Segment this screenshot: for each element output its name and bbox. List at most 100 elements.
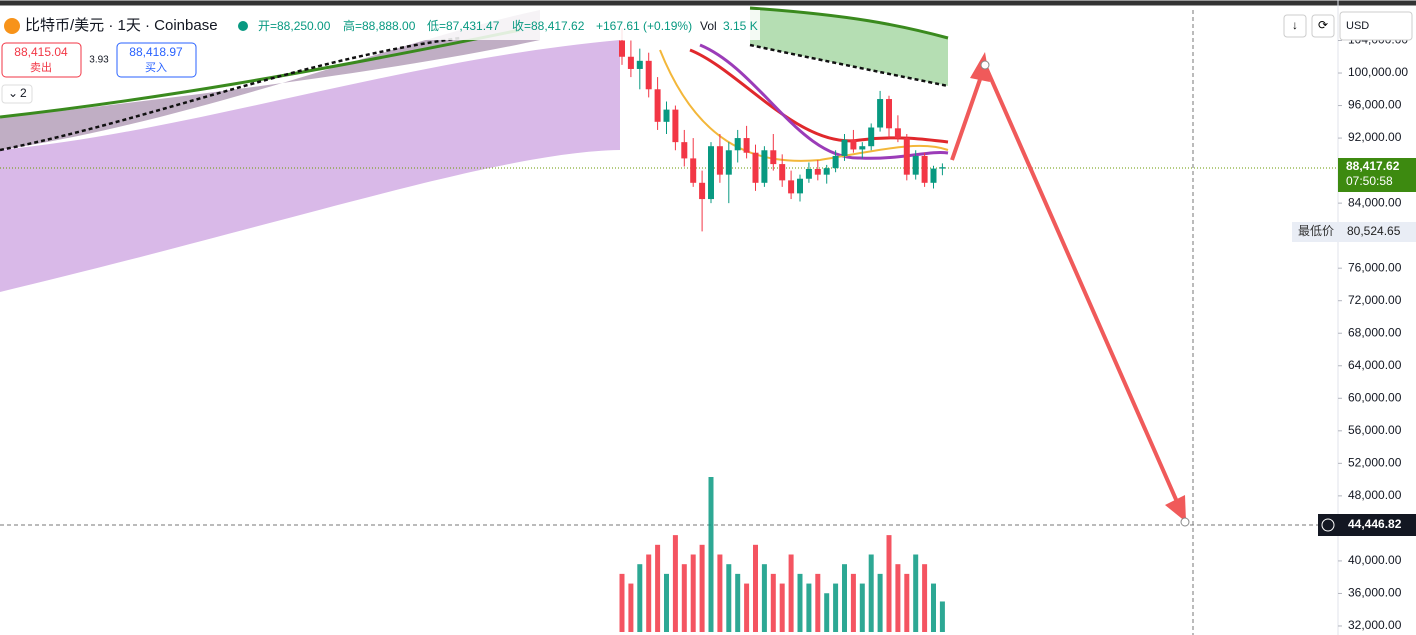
volume-bar (895, 564, 901, 632)
drawing-handle[interactable] (980, 60, 990, 70)
volume-bar (922, 564, 928, 632)
candle-body (734, 138, 741, 151)
volume-bar (761, 564, 767, 632)
volume-bar (850, 573, 856, 632)
volume-bar (753, 544, 758, 632)
indicator-line (0, 36, 461, 152)
volume-bar (815, 573, 821, 632)
volume-bar (628, 583, 634, 632)
download-icon: ↓ (1292, 18, 1298, 32)
volume-bar (655, 544, 661, 632)
candle-body (663, 109, 670, 122)
y-tick-label: 76,000.00 (1348, 260, 1402, 274)
low-value: 80,524.65 (1347, 224, 1401, 238)
y-tick-label: 32,000.00 (1348, 618, 1402, 632)
candle-body (930, 168, 937, 183)
low-label-box (1292, 222, 1338, 242)
sell-price: 88,415.04 (14, 45, 68, 59)
last-price: 88,417.62 (1346, 159, 1400, 173)
volume-bar (619, 573, 625, 632)
volume-bar (931, 583, 936, 632)
candle-body (761, 150, 768, 183)
indicator-line (749, 43, 949, 88)
candle-body (841, 139, 848, 156)
candle-body (805, 168, 812, 179)
volume-bar (824, 593, 830, 632)
volume-bar (726, 564, 732, 632)
y-tick-label: 100,000.00 (1348, 65, 1408, 79)
candle-body (886, 99, 892, 129)
volume-bar (735, 573, 741, 632)
volume-bar (939, 601, 945, 632)
candle-body (752, 152, 759, 183)
buy-price: 88,418.97 (129, 45, 183, 59)
volume-bar (744, 583, 750, 632)
download-button[interactable] (1283, 14, 1307, 38)
drawing-handle[interactable] (1180, 517, 1190, 527)
y-tick-label: 92,000.00 (1348, 130, 1402, 144)
crosshair-value: 44,446.82 (1348, 517, 1402, 531)
symbol[interactable]: 比特币/美元 · 1天 · Coinbase (25, 17, 218, 34)
header-bg (0, 10, 760, 40)
collapse-button[interactable] (1, 84, 33, 104)
candle-body (619, 40, 625, 57)
candle-body (654, 89, 661, 122)
ohlc-low: 低=87,431.47 (427, 19, 500, 33)
currency-select[interactable] (1339, 11, 1413, 41)
candle-body (877, 99, 884, 128)
volume-bar (681, 564, 687, 632)
btc-icon (4, 18, 20, 34)
volume-value: 3.15 K (723, 19, 758, 33)
volume-bar (646, 554, 652, 632)
spread: 3.93 (89, 55, 109, 66)
buy-button[interactable] (116, 42, 197, 78)
y-tick-label: 64,000.00 (1348, 358, 1402, 372)
y-tick-label: 52,000.00 (1348, 456, 1402, 470)
add-icon[interactable] (1321, 518, 1335, 532)
countdown: 07:50:58 (1346, 174, 1393, 188)
volume-bar (842, 564, 847, 632)
y-tick-label: 40,000.00 (1348, 553, 1402, 567)
candle-body (770, 150, 777, 165)
candle-body (823, 168, 830, 175)
candle-body (814, 168, 821, 175)
last-price-box (1338, 158, 1416, 192)
volume-bar (797, 573, 803, 632)
reset-button[interactable] (1311, 14, 1335, 38)
volume-bar (690, 554, 696, 632)
y-tick-label: 36,000.00 (1348, 586, 1402, 600)
sell-button[interactable] (1, 42, 82, 78)
volume-label: Vol (700, 19, 717, 33)
volume-bar (637, 564, 643, 632)
candle-body (716, 146, 723, 175)
volume-bar (672, 535, 678, 632)
candle-body (681, 142, 688, 159)
y-tick-label: 68,000.00 (1348, 325, 1402, 339)
collapse-arrow: ⌄ (8, 86, 18, 100)
y-tick-label: 84,000.00 (1348, 195, 1402, 209)
volume-bar (770, 573, 776, 632)
candle-body (627, 56, 634, 69)
candle-body (921, 155, 928, 183)
volume-bar (699, 544, 705, 632)
candle-body (912, 155, 919, 175)
crosshair-box (1318, 514, 1416, 536)
buy-label: 买入 (145, 61, 167, 74)
candle-body (708, 146, 714, 200)
ohlc-open: 开=88,250.00 (258, 19, 331, 33)
volume-bar (913, 554, 919, 632)
y-tick-label: 48,000.00 (1348, 488, 1402, 502)
volume-bar (877, 573, 883, 632)
status-dot (238, 21, 248, 31)
volume-bar (886, 535, 892, 632)
collapse-count: 2 (20, 86, 27, 100)
volume-bar (859, 583, 865, 632)
volume-bar (788, 554, 794, 632)
candle-body (788, 180, 795, 194)
indicator-line (749, 6, 949, 40)
sell-label: 卖出 (30, 60, 52, 74)
candle-body (832, 155, 839, 169)
volume-bar (779, 583, 785, 632)
candle-body (903, 138, 910, 175)
